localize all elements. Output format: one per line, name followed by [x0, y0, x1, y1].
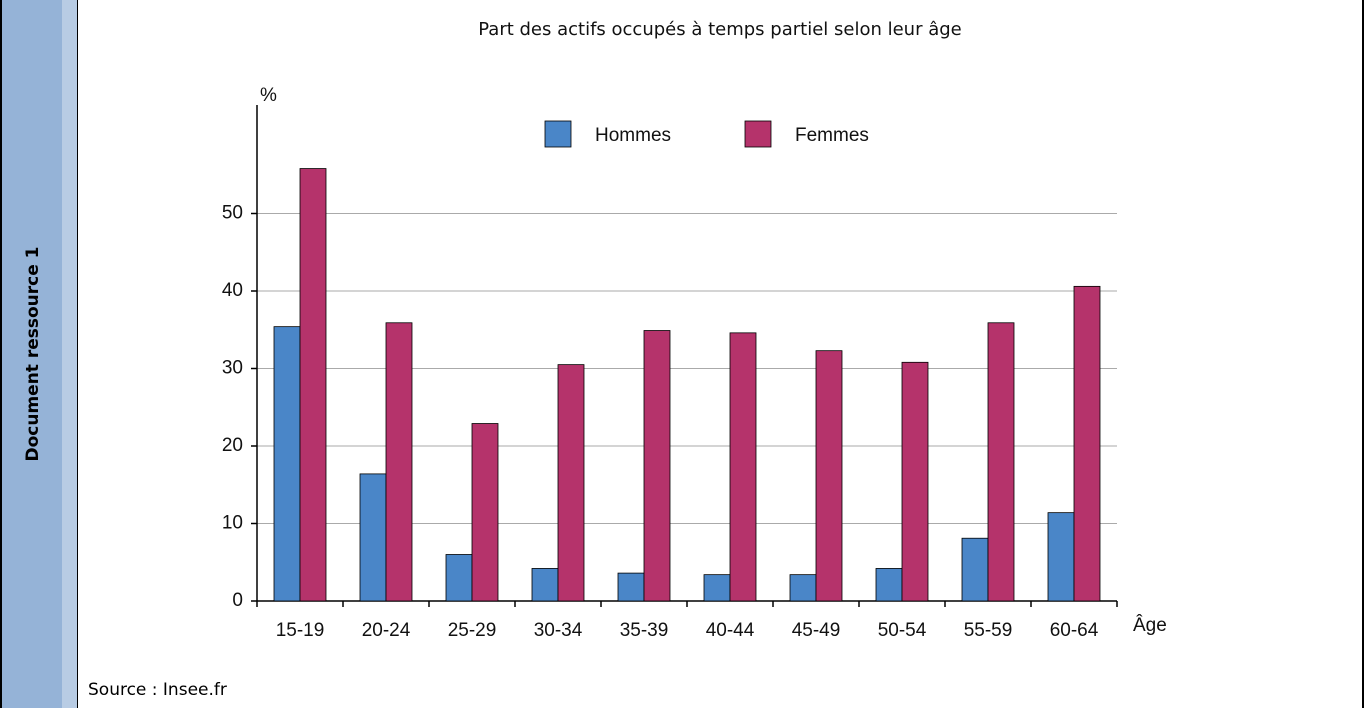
- x-tick-label: 15-19: [276, 620, 325, 641]
- bar: [557, 364, 585, 602]
- legend-swatch: [744, 120, 772, 148]
- bar: [789, 574, 817, 602]
- x-tick-label: 30-34: [534, 620, 583, 641]
- y-tick-label: 20: [222, 435, 243, 456]
- legend-swatch: [544, 120, 572, 148]
- x-axis-label: Âge: [1133, 614, 1167, 636]
- x-tick-label: 55-59: [964, 620, 1013, 641]
- bar: [703, 574, 731, 602]
- x-tick-label: 35-39: [620, 620, 669, 641]
- x-tick-label: 20-24: [362, 620, 411, 641]
- bar: [471, 423, 499, 602]
- bar: [617, 572, 645, 602]
- x-tick-label: 60-64: [1050, 620, 1099, 641]
- bar: [815, 350, 843, 602]
- bar: [1047, 512, 1075, 602]
- chart: Part des actifs occupés à temps partiel …: [222, 19, 1167, 641]
- legend-label: Hommes: [595, 125, 671, 146]
- y-tick-label: 40: [222, 280, 243, 301]
- x-tick-label: 50-54: [878, 620, 927, 641]
- y-tick-label: 50: [222, 203, 243, 224]
- y-tick-label: 30: [222, 358, 243, 379]
- bar: [385, 322, 413, 602]
- bar: [531, 568, 559, 602]
- legend-label: Femmes: [795, 125, 869, 146]
- chart-title: Part des actifs occupés à temps partiel …: [478, 19, 961, 40]
- bar: [1073, 285, 1101, 602]
- bar: [987, 322, 1015, 602]
- bar: [643, 330, 671, 602]
- bar: [729, 332, 757, 602]
- main-panel: Part des actifs occupés à temps partiel …: [78, 0, 1364, 708]
- bar: [445, 554, 473, 602]
- sidebar: Document ressource 1: [0, 0, 62, 708]
- x-tick-label: 25-29: [448, 620, 497, 641]
- y-tick-label: 10: [222, 513, 243, 534]
- bar: [875, 568, 903, 602]
- bar: [273, 326, 301, 602]
- x-tick-label: 40-44: [706, 620, 755, 641]
- bar: [961, 537, 989, 602]
- sidebar-strip: [62, 0, 78, 708]
- y-axis-label: %: [260, 85, 277, 106]
- y-tick-label: 0: [232, 590, 243, 611]
- bar: [359, 473, 387, 602]
- bar: [901, 361, 929, 602]
- x-tick-label: 45-49: [792, 620, 841, 641]
- source: Source : Insee.fr: [88, 680, 227, 700]
- sidebar-label: Document ressource 1: [23, 246, 43, 462]
- bar: [299, 168, 327, 602]
